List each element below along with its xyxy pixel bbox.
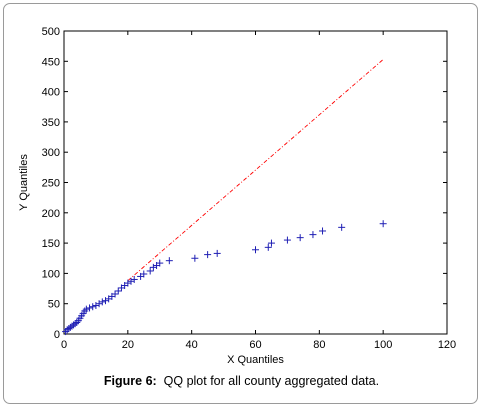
y-tick-label: 450 bbox=[42, 56, 60, 68]
data-point bbox=[98, 298, 106, 306]
y-tick-label: 400 bbox=[42, 87, 60, 99]
x-tick-label: 0 bbox=[61, 339, 67, 351]
data-point bbox=[213, 249, 221, 257]
data-point bbox=[86, 304, 94, 312]
data-point bbox=[165, 257, 173, 265]
y-tick-label: 200 bbox=[42, 208, 60, 220]
figure-caption-label: Figure 6: bbox=[103, 374, 157, 388]
data-point bbox=[264, 243, 272, 251]
data-point bbox=[338, 223, 346, 231]
y-tick-label: 300 bbox=[42, 147, 60, 159]
data-point bbox=[95, 300, 103, 308]
data-point bbox=[267, 239, 275, 247]
data-point bbox=[71, 320, 79, 328]
reference-line bbox=[127, 59, 384, 282]
x-tick-label: 120 bbox=[438, 339, 456, 351]
data-point bbox=[101, 297, 109, 305]
y-tick-label: 500 bbox=[42, 26, 60, 38]
y-tick-label: 0 bbox=[54, 329, 60, 341]
data-point bbox=[81, 307, 89, 315]
data-point bbox=[191, 254, 199, 262]
figure-caption-text: QQ plot for all county aggregated data. bbox=[163, 374, 380, 388]
y-axis-label: Y Quantiles bbox=[18, 154, 30, 211]
data-points bbox=[62, 220, 387, 336]
x-axis-ticks: 0 20 40 60 80 100 120 bbox=[61, 31, 456, 351]
data-point bbox=[146, 267, 154, 275]
data-point bbox=[89, 303, 97, 311]
data-point bbox=[111, 290, 119, 298]
data-point bbox=[130, 275, 138, 283]
data-point bbox=[149, 263, 157, 271]
data-point bbox=[73, 318, 81, 326]
data-point bbox=[82, 305, 90, 313]
x-tick-label: 20 bbox=[122, 339, 134, 351]
qq-plot-chart: 0 20 40 60 80 100 120 0 50 100 150 200 250 300 350 400… bbox=[18, 26, 456, 366]
x-tick-label: 80 bbox=[313, 339, 325, 351]
x-axis-label: X Quantiles bbox=[227, 354, 284, 366]
data-point bbox=[127, 277, 135, 285]
data-point bbox=[319, 227, 327, 235]
data-point bbox=[62, 328, 70, 336]
figure-caption: Figure 6: QQ plot for all county aggrega… bbox=[0, 374, 483, 388]
y-tick-label: 50 bbox=[48, 299, 60, 311]
y-tick-label: 250 bbox=[42, 178, 60, 190]
data-point bbox=[140, 270, 148, 278]
data-point bbox=[114, 287, 122, 295]
data-point bbox=[92, 302, 100, 310]
y-axis-ticks: 0 50 100 150 200 250 300 350 400 450 500 bbox=[42, 26, 447, 341]
y-tick-label: 100 bbox=[42, 268, 60, 280]
data-point bbox=[204, 251, 212, 259]
x-tick-label: 40 bbox=[186, 339, 198, 351]
data-point bbox=[296, 234, 304, 242]
data-point bbox=[309, 231, 317, 239]
data-point bbox=[379, 220, 387, 228]
y-tick-label: 150 bbox=[42, 238, 60, 250]
data-point bbox=[252, 246, 259, 254]
x-tick-label: 100 bbox=[374, 339, 392, 351]
data-point bbox=[156, 259, 164, 267]
y-tick-label: 350 bbox=[42, 117, 60, 129]
x-tick-label: 60 bbox=[249, 339, 261, 351]
data-point bbox=[124, 279, 132, 287]
data-point bbox=[283, 236, 291, 244]
